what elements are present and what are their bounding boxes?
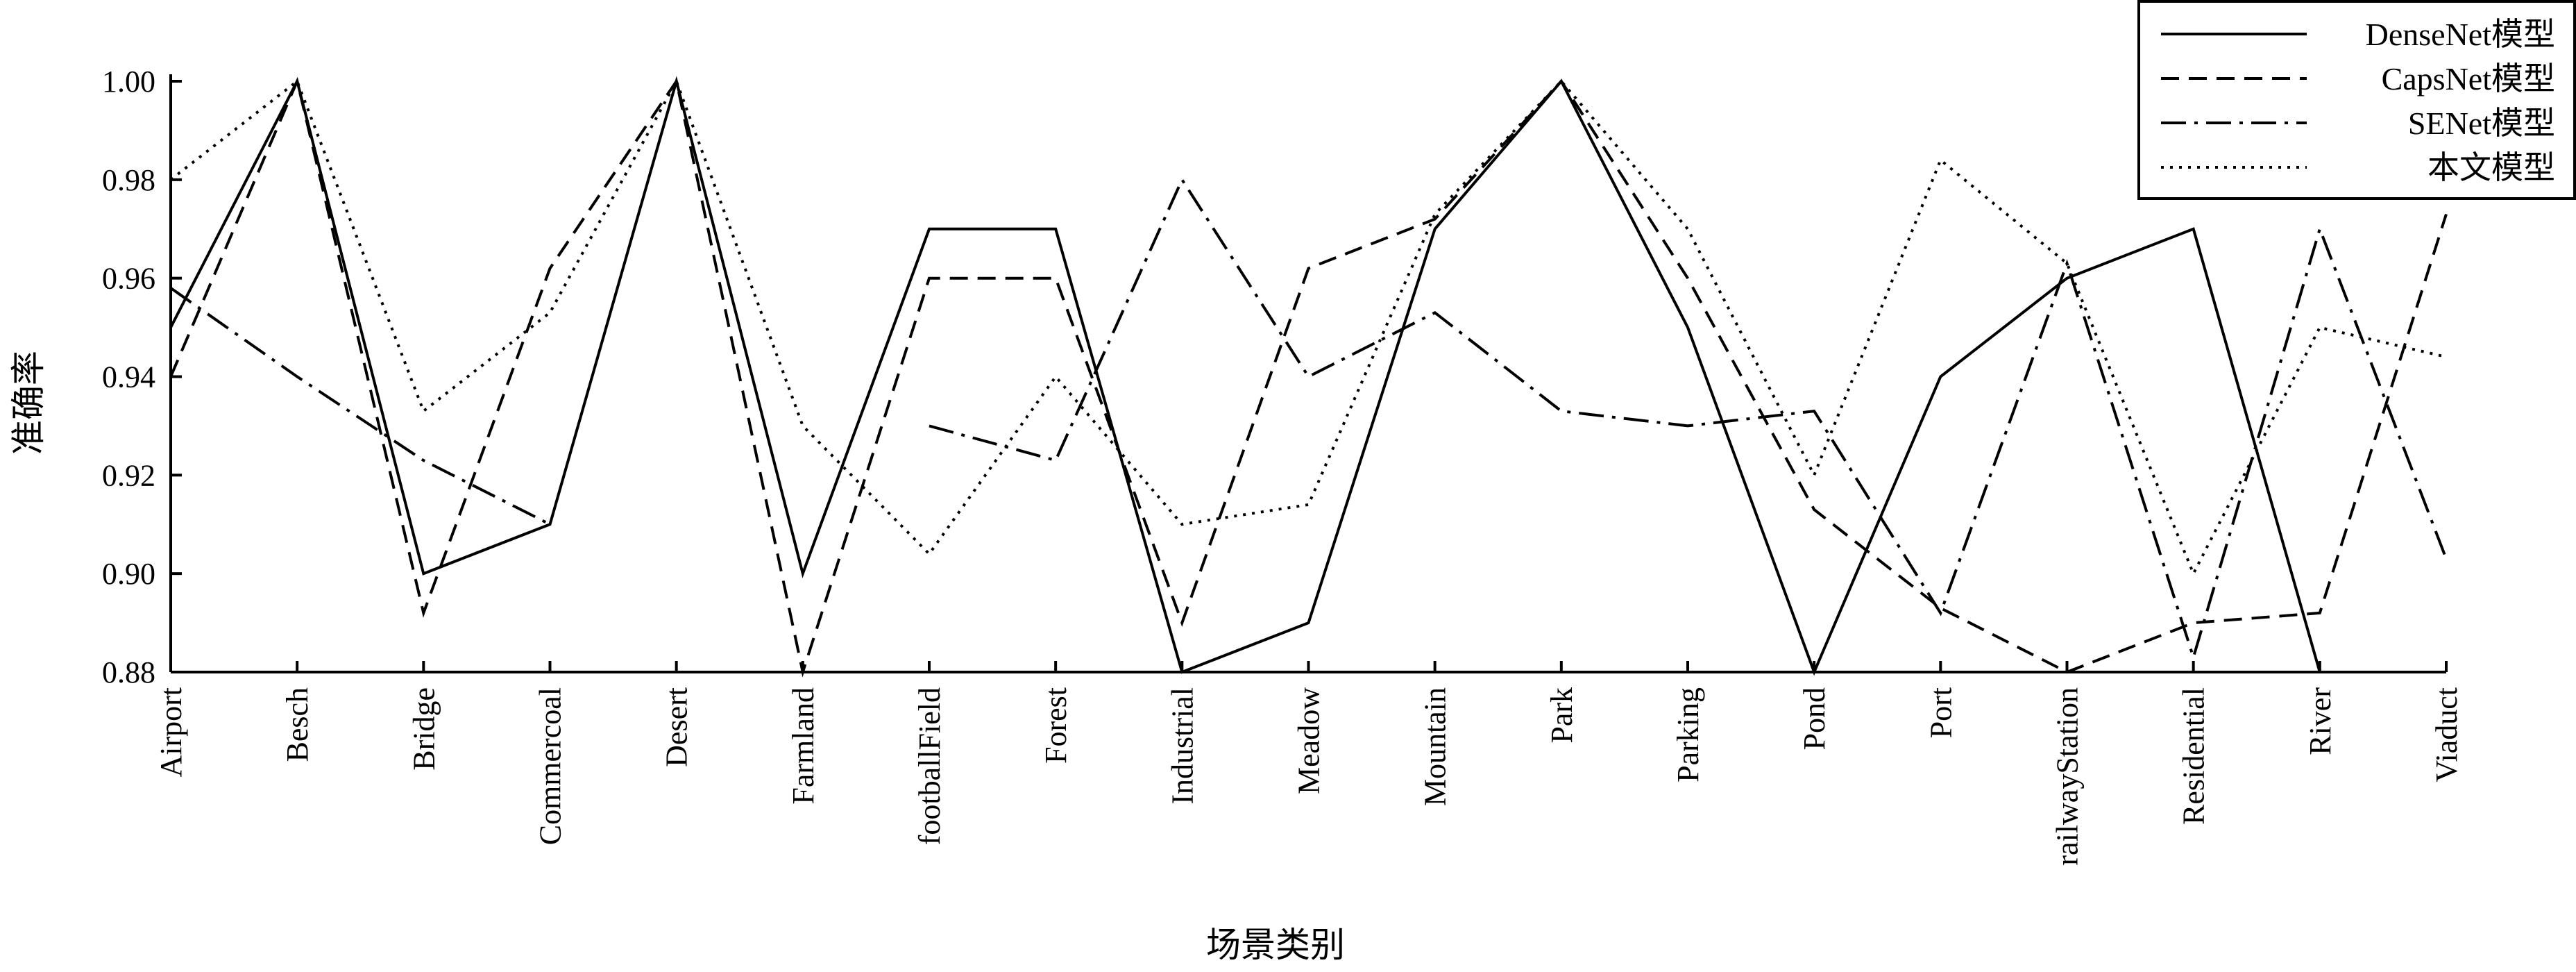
series-line-1	[169, 76, 2446, 676]
legend-label-4: 本文模型	[2427, 150, 2555, 185]
x-tick-label: railwayStation	[2051, 687, 2085, 866]
series-line-2	[169, 76, 2448, 678]
x-tick-label: Port	[1924, 687, 1958, 738]
x-tick-label: Residential	[2177, 687, 2211, 825]
x-tick-label: Park	[1545, 687, 1579, 744]
x-tick-label: Commercoal	[534, 687, 568, 845]
y-tick-label: 0.88	[102, 655, 155, 689]
series-line-3	[169, 287, 551, 526]
x-tick-label: Bridge	[407, 687, 441, 771]
x-tick-label: Desert	[660, 687, 694, 767]
y-tick-label: 0.96	[102, 262, 155, 296]
x-tick-label: Besch	[280, 687, 314, 762]
legend-label-3: SENet模型	[2408, 106, 2555, 141]
series-line-3	[929, 176, 2448, 662]
x-tick-label: Viaduct	[2430, 687, 2464, 782]
x-tick-label: Meadow	[1292, 687, 1326, 794]
x-tick-label: Forest	[1039, 687, 1073, 764]
x-tick-label: Parking	[1671, 687, 1705, 782]
x-tick-label: River	[2303, 687, 2337, 755]
legend-label-1: DenseNet模型	[2366, 17, 2555, 52]
legend-label-2: CapsNet模型	[2382, 61, 2555, 97]
y-tick-label: 0.90	[102, 557, 155, 591]
x-tick-label: footballField	[913, 687, 947, 845]
plot-area: 0.88 0.90 0.92 0.94 0.96 0.98 1.00 Airport Besch…	[102, 65, 2464, 866]
y-tick-label: 0.98	[102, 163, 155, 197]
x-tick-label: Pond	[1797, 687, 1831, 750]
x-tick-label: Mountain	[1418, 687, 1452, 806]
y-axis-title: 准确率	[8, 351, 49, 455]
y-tick-label: 0.92	[102, 458, 155, 492]
y-tick-label: 0.94	[102, 360, 155, 394]
x-tick-label: Industrial	[1165, 687, 1199, 805]
y-tick-label: 1.00	[102, 65, 155, 99]
x-tick-label: Farmland	[786, 687, 820, 805]
x-tick-label: Airport	[154, 687, 188, 778]
series-line-4	[169, 78, 2447, 577]
x-axis-title: 场景类别	[1206, 925, 1345, 965]
